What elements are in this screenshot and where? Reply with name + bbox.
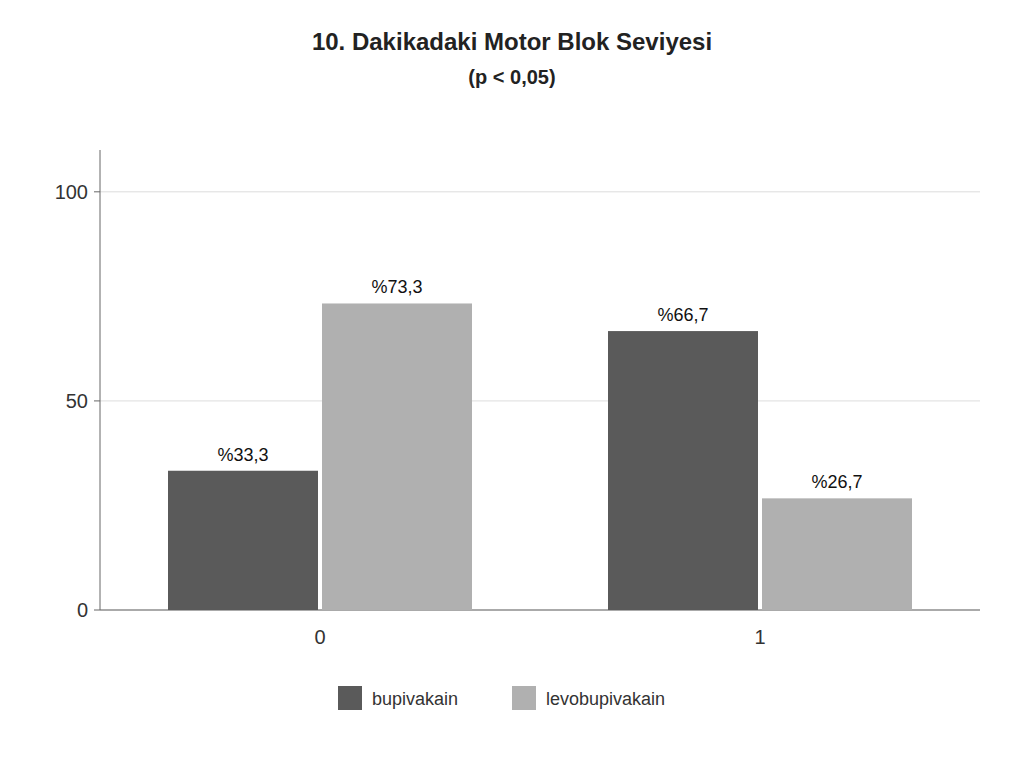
grid-line bbox=[100, 400, 980, 401]
grid-line bbox=[100, 191, 980, 192]
legend: bupivakain levobupivakain bbox=[338, 686, 665, 710]
legend-label: bupivakain bbox=[372, 689, 458, 709]
subtitle: (p < 0,05) bbox=[468, 66, 555, 88]
bar bbox=[168, 471, 318, 610]
data-label: %73,3 bbox=[371, 277, 422, 297]
title: 10. Dakikadaki Motor Blok Seviyesi bbox=[312, 28, 712, 55]
data-label: %26,7 bbox=[811, 472, 862, 492]
y-axis bbox=[100, 150, 101, 610]
tick-label: 0 bbox=[77, 599, 88, 621]
tick-mark bbox=[94, 191, 100, 192]
tick-mark bbox=[94, 610, 100, 611]
legend-label: levobupivakain bbox=[546, 689, 665, 709]
legend-swatch bbox=[338, 686, 362, 710]
bar bbox=[762, 498, 912, 610]
tick-mark bbox=[94, 400, 100, 401]
chart: 10. Dakikadaki Motor Blok Seviyesi (p < 0… bbox=[0, 0, 1024, 764]
tick-label: 50 bbox=[66, 390, 88, 412]
data-labels: %33,3 %73,3 %66,7 %26,7 bbox=[217, 277, 862, 492]
bar bbox=[322, 303, 472, 610]
data-label: %66,7 bbox=[657, 305, 708, 325]
data-label: %33,3 bbox=[217, 445, 268, 465]
category-label: 1 bbox=[754, 626, 765, 648]
legend-swatch bbox=[512, 686, 536, 710]
bar bbox=[608, 331, 758, 610]
tick-label: 100 bbox=[55, 181, 88, 203]
bars bbox=[168, 303, 912, 610]
category-label: 0 bbox=[314, 626, 325, 648]
